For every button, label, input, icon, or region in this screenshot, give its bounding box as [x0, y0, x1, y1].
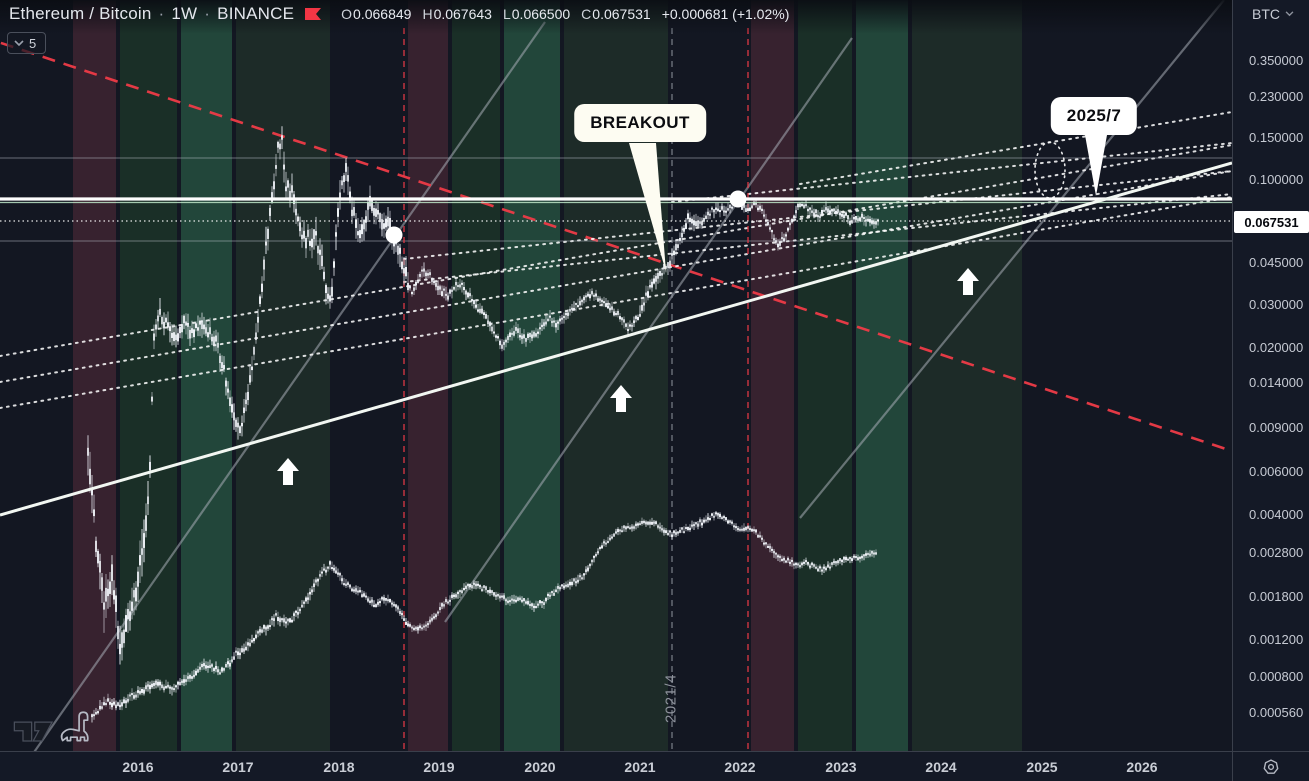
time-axis-label: 2021 [624, 759, 656, 775]
time-axis-label: 2023 [825, 759, 857, 775]
price-chart-canvas[interactable] [0, 0, 1232, 751]
gear-icon [1263, 758, 1279, 774]
ohlc-item: +0.000681 (+1.02%) [661, 6, 790, 22]
price-axis-label: 0.045000 [1249, 255, 1304, 270]
time-scale[interactable]: 2016 2017 2018 2019 2020 2021 2022 2023 2024 2025… [0, 751, 1232, 781]
chevron-down-icon [14, 39, 24, 46]
tradingview-logo[interactable] [12, 710, 90, 744]
time-axis-label: 2019 [423, 759, 455, 775]
price-axis-label: 0.020000 [1249, 340, 1304, 355]
price-axis-label: 0.230000 [1249, 89, 1304, 104]
time-axis-label: 2017 [222, 759, 254, 775]
callout-2025-7[interactable]: 2025/7 [1050, 97, 1138, 135]
symbol-pair: Ethereum / Bitcoin [9, 4, 152, 23]
vertical-date-label[interactable]: 2021/4 [662, 674, 680, 723]
time-axis-label: 2026 [1126, 759, 1158, 775]
price-axis-label: 0.001200 [1249, 632, 1304, 647]
ohlc-item: C0.067531 [581, 6, 651, 22]
symbol-title: Ethereum / Bitcoin · 1W · BINANCE [9, 4, 294, 24]
price-axis-label: 0.000800 [1249, 669, 1304, 684]
price-axis-label: 0.350000 [1249, 53, 1304, 68]
ohlc-item: L0.066500 [502, 6, 571, 22]
separator-dot: · [204, 4, 211, 23]
separator-dot: · [158, 4, 165, 23]
symbol-exchange: BINANCE [217, 4, 295, 23]
tv-mark-icon [13, 721, 54, 742]
price-axis-label: 0.014000 [1249, 375, 1304, 390]
object-tree-widget[interactable]: 5 [7, 32, 47, 54]
currency-label: BTC [1252, 5, 1280, 22]
flag-icon[interactable] [305, 7, 322, 21]
ohlc-values: O0.066849 H0.067643 L0.066500 C0.067531 +0.0… [341, 6, 789, 22]
time-axis-label: 2025 [1026, 759, 1058, 775]
price-axis-label: 0.150000 [1249, 130, 1304, 145]
symbol-legend[interactable]: Ethereum / Bitcoin · 1W · BINANCE O0.066… [9, 4, 789, 24]
price-scale-currency[interactable]: BTC [1233, 0, 1309, 27]
dino-icon [60, 711, 89, 742]
time-axis-label: 2022 [724, 759, 756, 775]
scale-settings-button[interactable] [1232, 751, 1309, 781]
price-axis-label: 0.009000 [1249, 420, 1304, 435]
price-axis-label: 0.002800 [1249, 545, 1304, 560]
symbol-interval: 1W [171, 4, 198, 23]
price-axis-label: 0.001800 [1249, 589, 1304, 604]
ohlc-item: O0.066849 [341, 6, 412, 22]
callout-breakout[interactable]: BREAKOUT [574, 104, 706, 142]
chart-plot-area[interactable]: Ethereum / Bitcoin · 1W · BINANCE O0.066… [0, 0, 1232, 751]
time-axis-label: 2018 [323, 759, 355, 775]
price-axis-label: 0.000560 [1249, 705, 1304, 720]
time-axis-label: 2024 [925, 759, 957, 775]
price-axis-label: 0.100000 [1249, 172, 1304, 187]
price-axis-label: 0.004000 [1249, 507, 1304, 522]
ohlc-item: H0.067643 [422, 6, 492, 22]
time-axis-label: 2020 [524, 759, 556, 775]
price-axis-label: 0.006000 [1249, 464, 1304, 479]
price-scale[interactable]: BTC 0.067531 0.350000 0.230000 0.150000 0.1… [1232, 0, 1309, 751]
chevron-down-icon [1285, 10, 1294, 16]
current-price-label: 0.067531 [1234, 211, 1309, 233]
time-axis-label: 2016 [122, 759, 154, 775]
object-count: 5 [29, 35, 37, 51]
price-axis-label: 0.030000 [1249, 297, 1304, 312]
